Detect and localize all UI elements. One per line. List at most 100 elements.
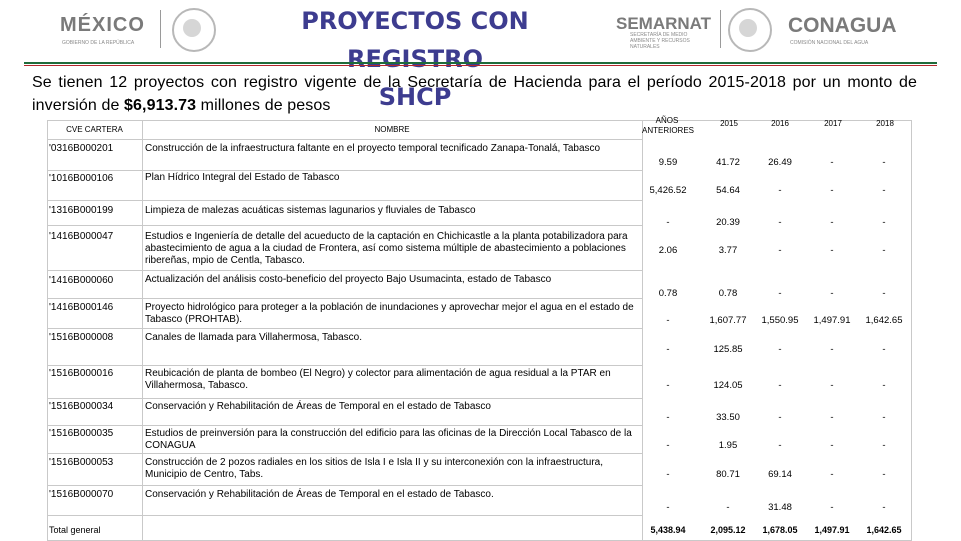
table-row-2018: - [882, 245, 886, 256]
table-row-nombre: Canales de llamada para Villahermosa, Ta… [145, 332, 362, 343]
table-row-2015: 1.95 [718, 440, 738, 451]
table-row-2017: - [830, 502, 834, 513]
table-row-cve: '1516B000034 [49, 401, 114, 412]
table-row-cve: '1516B000016 [49, 368, 114, 379]
header-2015: 2015 [720, 119, 738, 128]
row-divider [47, 225, 642, 226]
row-divider [47, 485, 642, 486]
table-row-2018: 1,642.65 [865, 315, 903, 326]
table-row-cve: '1516B000053 [49, 457, 114, 468]
table-row-2015: 0.78 [718, 288, 738, 299]
table-row-anios: 0.78 [658, 288, 678, 299]
table-row-anios: - [666, 344, 670, 355]
table-row-2017: - [830, 440, 834, 451]
table-row-anios: - [666, 315, 670, 326]
logo-divider [720, 10, 721, 48]
table-row-2015: 3.77 [718, 245, 738, 256]
table-row-cve: '0316B000201 [49, 143, 114, 154]
intro-paragraph: Se tienen 12 proyectos con registro vige… [32, 71, 917, 117]
row-divider [47, 425, 642, 426]
table-row-2015: 124.05 [713, 380, 743, 391]
table-row-nombre: Reubicación de planta de bombeo (El Negr… [145, 368, 611, 391]
mexico-logo-name: MÉXICO [60, 14, 145, 36]
header-2018: 2018 [876, 119, 894, 128]
table-row-cve: '1516B000070 [49, 489, 114, 500]
table-row-2018: - [882, 288, 886, 299]
table-row-cve: '1416B000060 [49, 275, 114, 286]
table-row-2018: - [882, 380, 886, 391]
table-row-2017: - [830, 217, 834, 228]
logo-divider [160, 10, 161, 48]
table-row-anios: - [666, 412, 670, 423]
table-row-nombre: Proyecto hidrológico para proteger a la … [145, 302, 634, 325]
table-row-2015: 20.39 [716, 217, 740, 228]
conagua-logo-sub: COMISIÓN NACIONAL DEL AGUA [790, 40, 869, 46]
header-anios-anteriores: AÑOS ANTERIORES [642, 116, 695, 135]
table-row-nombre: Plan Hídrico Integral del Estado de Taba… [145, 172, 340, 183]
table-row-nombre: Actualización del análisis costo-benefic… [145, 274, 552, 285]
row-divider [47, 515, 642, 516]
table-row-2015: 1,607.77 [709, 315, 747, 326]
table-row-cve: '1316B000199 [49, 205, 114, 216]
table-row-cve: '1416B000146 [49, 302, 114, 313]
total-2016: 1,678.05 [762, 525, 798, 535]
semarnat-logo-name: SEMARNAT [616, 14, 712, 33]
table-row-2017: - [830, 380, 834, 391]
table-row-2016: - [778, 217, 782, 228]
total-2015: 2,095.12 [710, 525, 746, 535]
table-row-2015: 41.72 [716, 157, 740, 168]
table-row-anios: 9.59 [658, 157, 678, 168]
table-row-2016: - [778, 245, 782, 256]
table-row-cve: '1416B000047 [49, 231, 114, 242]
table-row-2018: - [882, 469, 886, 480]
table-row-anios: - [666, 217, 670, 228]
table-row-anios: - [666, 469, 670, 480]
table-row-nombre: Estudios de preinversión para la constru… [145, 428, 632, 451]
table-row-2017: - [830, 344, 834, 355]
row-divider [47, 200, 642, 201]
table-row-anios: - [666, 440, 670, 451]
table-row-2016: 69.14 [768, 469, 792, 480]
table-row-2018: - [882, 440, 886, 451]
table-border [47, 139, 642, 140]
table-row-2017: - [830, 185, 834, 196]
total-2018: 1,642.65 [866, 525, 902, 535]
row-divider [47, 398, 642, 399]
table-row-2016: 1,550.95 [761, 315, 799, 326]
table-row-nombre: Conservación y Rehabilitación de Áreas d… [145, 401, 491, 412]
table-row-nombre: Conservación y Rehabilitación de Áreas d… [145, 489, 494, 500]
row-divider [47, 365, 642, 366]
row-divider [47, 328, 642, 329]
mexico-logo: MÉXICO GOBIERNO DE LA REPÚBLICA [60, 8, 220, 52]
header-2017: 2017 [824, 119, 842, 128]
intro-amount: $6,913.73 [124, 97, 197, 114]
table-row-2018: - [882, 185, 886, 196]
table-row-2017: - [830, 412, 834, 423]
table-row-2015: 54.64 [716, 185, 740, 196]
table-row-2018: - [882, 502, 886, 513]
table-row-2016: 26.49 [768, 157, 792, 168]
header-nombre: NOMBRE [374, 125, 410, 134]
table-row-nombre: Construcción de 2 pozos radiales en los … [145, 457, 604, 480]
table-row-2015: 80.71 [716, 469, 740, 480]
table-row-nombre: Estudios e Ingeniería de detalle del acu… [145, 231, 628, 266]
table-row-anios: - [666, 502, 670, 513]
header-2016: 2016 [771, 119, 789, 128]
total-label: Total general [49, 525, 101, 535]
table-row-anios: 2.06 [658, 245, 678, 256]
table-row-cve: '1516B000008 [49, 332, 114, 343]
table-row-2015: - [726, 502, 730, 513]
table-row-2016: - [778, 288, 782, 299]
projects-table: CVE CARTERA NOMBRE AÑOS ANTERIORES 2015 … [47, 115, 912, 541]
table-row-2017: - [830, 157, 834, 168]
header-rule-green [24, 62, 937, 64]
table-row-2016: - [778, 344, 782, 355]
table-row-2016: - [778, 412, 782, 423]
row-divider [47, 270, 642, 271]
table-row-2015: 125.85 [713, 344, 743, 355]
table-row-2017: - [830, 288, 834, 299]
table-row-nombre: Limpieza de malezas acuáticas sistemas l… [145, 205, 476, 216]
table-row-anios: 5,426.52 [649, 185, 687, 196]
table-row-2017: - [830, 245, 834, 256]
semarnat-logo: SEMARNAT SECRETARÍA DE MEDIO AMBIENTE Y … [614, 8, 774, 52]
